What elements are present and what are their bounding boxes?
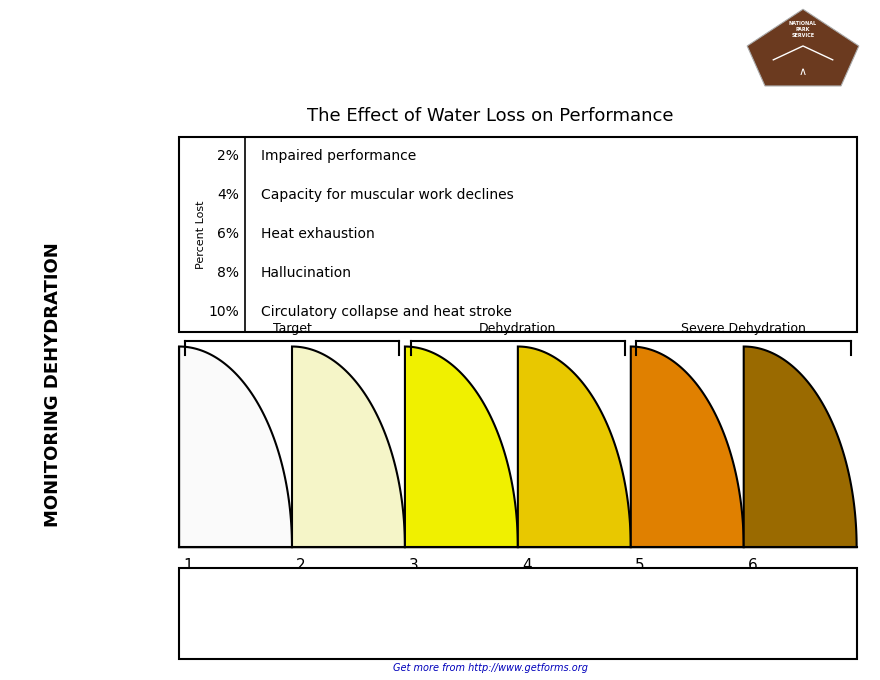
Text: Capacity for muscular work declines: Capacity for muscular work declines — [260, 188, 514, 203]
Text: 4: 4 — [522, 558, 532, 573]
Text: Heat exhaustion: Heat exhaustion — [260, 227, 375, 241]
Bar — [180, 568, 856, 660]
Polygon shape — [747, 10, 859, 86]
Text: Get more from http://www.getforms.org: Get more from http://www.getforms.org — [393, 663, 588, 673]
Polygon shape — [744, 347, 856, 547]
Text: National Park Service: National Park Service — [440, 50, 560, 61]
Text: Severe Dehydration: Severe Dehydration — [681, 322, 806, 335]
Text: Circulatory collapse and heat stroke: Circulatory collapse and heat stroke — [260, 305, 512, 320]
Text: Percent Lost: Percent Lost — [196, 200, 206, 269]
Text: -Remember to bring water on your hike, especially to Rainbow Falls!: -Remember to bring water on your hike, e… — [191, 617, 595, 631]
Text: Impaired performance: Impaired performance — [260, 150, 416, 163]
Text: URINE CHART: URINE CHART — [183, 405, 193, 489]
Text: 1: 1 — [183, 558, 193, 573]
Polygon shape — [405, 347, 517, 547]
Text: NATIONAL
PARK
SERVICE: NATIONAL PARK SERVICE — [789, 21, 817, 38]
Bar — [180, 137, 856, 332]
Text: -You can monitor your hydration level by using the pee chart above.: -You can monitor your hydration level by… — [191, 575, 593, 588]
Text: -Drink water before, during and after your hike!: -Drink water before, during and after yo… — [191, 639, 473, 652]
Text: 6%: 6% — [217, 227, 239, 241]
Text: The Effect of Water Loss on Performance: The Effect of Water Loss on Performance — [307, 107, 674, 126]
Text: California: California — [440, 31, 493, 41]
Text: Dehydration: Dehydration — [480, 322, 556, 335]
Text: U.S. Department of the Interior: U.S. Department of the Interior — [440, 70, 614, 80]
Text: MONITORING DEHYDRATION: MONITORING DEHYDRATION — [44, 243, 62, 527]
Polygon shape — [292, 347, 405, 547]
Text: ∧: ∧ — [799, 67, 807, 77]
Text: 6: 6 — [748, 558, 758, 573]
Text: 8%: 8% — [217, 267, 239, 280]
Text: National Monument: National Monument — [440, 11, 550, 21]
Text: Target: Target — [273, 322, 312, 335]
Text: Devils Postpile: Devils Postpile — [18, 31, 250, 59]
Text: 3: 3 — [409, 558, 419, 573]
Polygon shape — [517, 347, 631, 547]
Polygon shape — [180, 347, 292, 547]
Text: Hallucination: Hallucination — [260, 267, 352, 280]
Text: 4%: 4% — [217, 188, 239, 203]
Text: 2%: 2% — [217, 150, 239, 163]
Text: 2: 2 — [297, 558, 306, 573]
Text: -The color of your urine should match 1 or 2 in the chart.: -The color of your urine should match 1 … — [191, 596, 527, 609]
Text: 10%: 10% — [209, 305, 239, 320]
Text: 5: 5 — [635, 558, 645, 573]
Polygon shape — [631, 347, 744, 547]
